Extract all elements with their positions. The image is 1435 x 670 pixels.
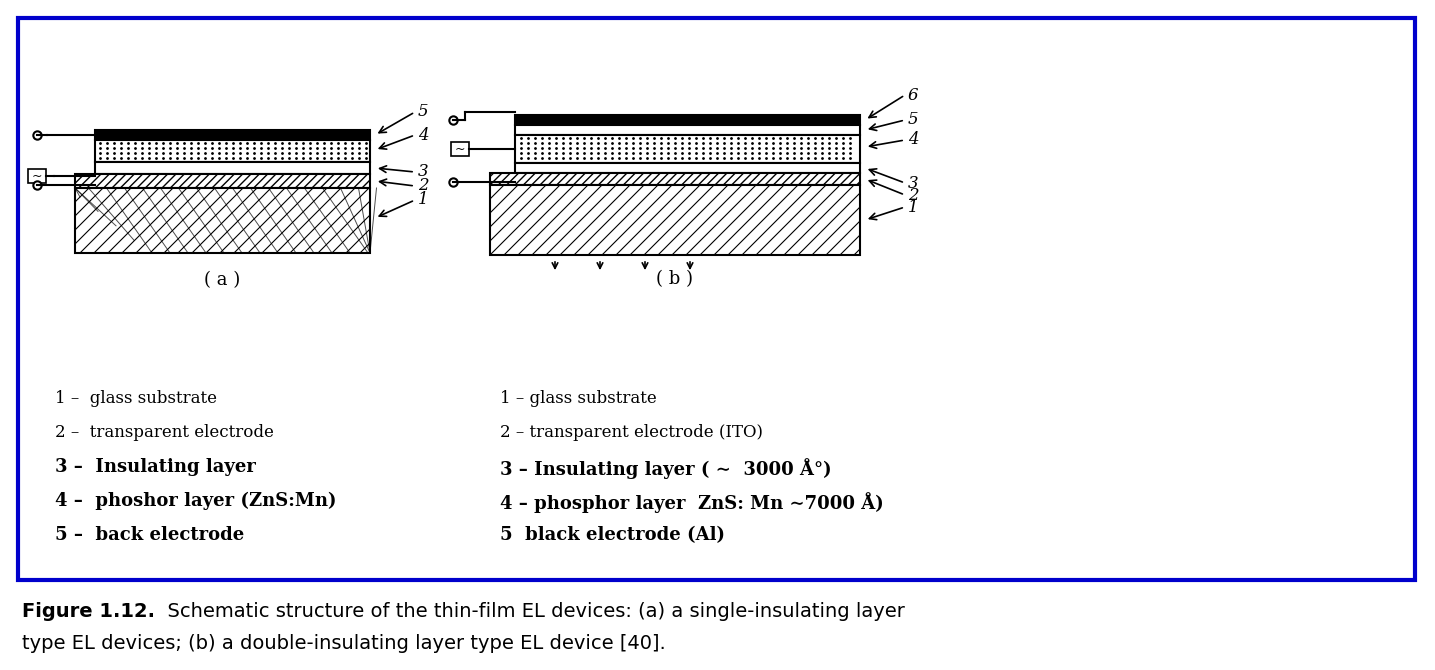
Text: 2 – transparent electrode (ITO): 2 – transparent electrode (ITO) [499, 424, 763, 441]
Bar [29, 169, 46, 183]
Bar [95, 162, 370, 174]
Text: ~: ~ [32, 170, 42, 182]
Text: 5  black electrode (Al): 5 black electrode (Al) [499, 526, 725, 544]
Text: 3: 3 [908, 174, 918, 192]
Text: 6: 6 [908, 86, 918, 103]
Text: 3: 3 [418, 163, 429, 180]
Text: 5 –  back electrode: 5 – back electrode [55, 526, 244, 544]
Text: 3 –  Insulating layer: 3 – Insulating layer [55, 458, 255, 476]
Bar [515, 135, 860, 163]
Text: 3 – Insulating layer ( ∼  3000 Å°): 3 – Insulating layer ( ∼ 3000 Å°) [499, 458, 832, 479]
Bar [515, 125, 860, 135]
Bar [75, 188, 370, 253]
Text: 1 –  glass substrate: 1 – glass substrate [55, 390, 217, 407]
Text: 1 – glass substrate: 1 – glass substrate [499, 390, 657, 407]
Bar [515, 163, 860, 173]
Text: 2 –  transparent electrode: 2 – transparent electrode [55, 424, 274, 441]
Bar [75, 174, 370, 188]
Text: 1: 1 [418, 192, 429, 208]
Text: 1: 1 [908, 198, 918, 216]
Text: ~: ~ [455, 143, 465, 155]
Bar [95, 130, 370, 140]
Text: Schematic structure of the thin-film EL devices: (a) a single-insulating layer: Schematic structure of the thin-film EL … [155, 602, 905, 621]
Text: ( a ): ( a ) [204, 271, 240, 289]
Text: 5: 5 [418, 103, 429, 121]
Bar [515, 115, 860, 125]
Text: 4: 4 [418, 127, 429, 143]
Text: Figure 1.12.: Figure 1.12. [22, 602, 155, 621]
Bar [489, 173, 860, 185]
Text: 4: 4 [908, 131, 918, 149]
Text: 2: 2 [908, 186, 918, 204]
Text: 4 – phosphor layer  ZnS: Mn ∼7000 Å): 4 – phosphor layer ZnS: Mn ∼7000 Å) [499, 492, 884, 513]
Text: 4 –  phoshor layer (ZnS:Mn): 4 – phoshor layer (ZnS:Mn) [55, 492, 336, 511]
Text: 5: 5 [908, 111, 918, 129]
Bar [19, 18, 1415, 580]
Text: ( b ): ( b ) [656, 270, 693, 288]
Bar [489, 185, 860, 255]
Text: 2: 2 [418, 178, 429, 194]
Text: type EL devices; (b) a double-insulating layer type EL device [40].: type EL devices; (b) a double-insulating… [22, 634, 666, 653]
Bar [451, 142, 469, 156]
Bar [95, 140, 370, 162]
